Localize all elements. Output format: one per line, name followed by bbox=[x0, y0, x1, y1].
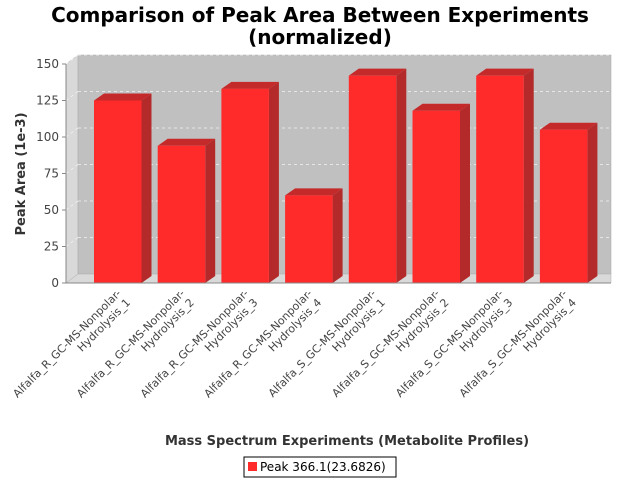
bar-front bbox=[157, 145, 206, 283]
chart-title: Comparison of Peak Area Between Experime… bbox=[51, 3, 589, 49]
bar-side bbox=[587, 122, 598, 283]
bar-top bbox=[476, 68, 534, 76]
x-tick-label: Alfalfa_R_GC-MS-Nonpolar-Hydrolysis_4 bbox=[202, 287, 325, 410]
x-tick-label: Alfalfa_S_GC-MS-Nonpolar-Hydrolysis_3 bbox=[393, 287, 515, 409]
y-tick-label: 150 bbox=[36, 57, 59, 71]
bar-front bbox=[348, 75, 397, 284]
bar bbox=[412, 103, 470, 283]
bar-front bbox=[539, 129, 588, 283]
chart-title-line: (normalized) bbox=[248, 25, 392, 49]
y-tick-label: 75 bbox=[44, 167, 59, 181]
gridline-depth bbox=[65, 54, 79, 65]
x-tick-label-line: Alfalfa_R_GC-MS-Nonpolar- bbox=[10, 287, 123, 400]
x-tick-label: Alfalfa_S_GC-MS-Nonpolar-Hydrolysis_2 bbox=[329, 287, 451, 409]
bar-side bbox=[268, 81, 279, 283]
gridline-depth bbox=[65, 91, 79, 101]
bar-front bbox=[476, 75, 524, 284]
bar bbox=[157, 138, 216, 283]
x-tick-label: Alfalfa_S_GC-MS-Nonpolar-Hydrolysis_1 bbox=[266, 287, 388, 409]
bar-top bbox=[412, 103, 470, 111]
x-tick-label: Alfalfa_S_GC-MS-Nonpolar-Hydrolysis_4 bbox=[457, 287, 579, 409]
x-tick-label: Alfalfa_R_GC-MS-Nonpolar-Hydrolysis_1 bbox=[10, 287, 133, 410]
x-tick-label: Alfalfa_R_GC-MS-Nonpolar-Hydrolysis_3 bbox=[138, 287, 261, 410]
bar-top bbox=[157, 138, 216, 146]
bar-front bbox=[94, 100, 142, 283]
x-axis: Alfalfa_R_GC-MS-Nonpolar-Hydrolysis_1Alf… bbox=[10, 282, 611, 410]
bar bbox=[94, 93, 152, 283]
y-tick-label: 0 bbox=[51, 276, 59, 290]
y-tick-label: 25 bbox=[44, 240, 59, 254]
gridline-depth bbox=[65, 127, 79, 138]
bar-side bbox=[141, 93, 152, 283]
legend-swatch bbox=[248, 462, 257, 471]
bar-top bbox=[348, 68, 407, 76]
bar-side bbox=[205, 138, 216, 283]
bar-series bbox=[94, 68, 598, 284]
bar-top bbox=[285, 188, 343, 196]
bar-top bbox=[221, 81, 279, 89]
y-tick-label: 50 bbox=[44, 203, 59, 217]
bar-front bbox=[285, 195, 333, 283]
bar-top bbox=[94, 93, 152, 101]
x-axis-label: Mass Spectrum Experiments (Metabolite Pr… bbox=[165, 434, 529, 449]
legend-entry: Peak 366.1(23.6826) bbox=[260, 460, 386, 474]
bar-top bbox=[539, 122, 598, 130]
bar-side bbox=[396, 68, 407, 284]
bar-side bbox=[523, 68, 534, 284]
gridline-depth bbox=[65, 237, 79, 247]
bar-front bbox=[221, 88, 269, 283]
bar-side bbox=[332, 188, 343, 283]
bar bbox=[539, 122, 598, 283]
bar bbox=[476, 68, 534, 284]
bar bbox=[348, 68, 407, 284]
y-tick-label: 100 bbox=[36, 130, 59, 144]
bar-side bbox=[460, 103, 470, 283]
legend-box bbox=[243, 456, 397, 478]
legend: Peak 366.1(23.6826) bbox=[243, 456, 397, 478]
gridline-depth bbox=[65, 164, 79, 174]
chart-title-line: Comparison of Peak Area Between Experime… bbox=[51, 3, 589, 27]
bar-front bbox=[412, 110, 460, 283]
x-tick-label: Alfalfa_R_GC-MS-Nonpolar-Hydrolysis_2 bbox=[74, 287, 197, 410]
bar bbox=[221, 81, 279, 283]
bar bbox=[285, 188, 343, 283]
y-axis: 0 25 50 75 100 125 150 bbox=[36, 57, 67, 290]
gridline-depth bbox=[65, 200, 79, 211]
y-tick-label: 125 bbox=[36, 94, 59, 108]
y-axis-label: Peak Area (1e-3) bbox=[14, 112, 29, 235]
